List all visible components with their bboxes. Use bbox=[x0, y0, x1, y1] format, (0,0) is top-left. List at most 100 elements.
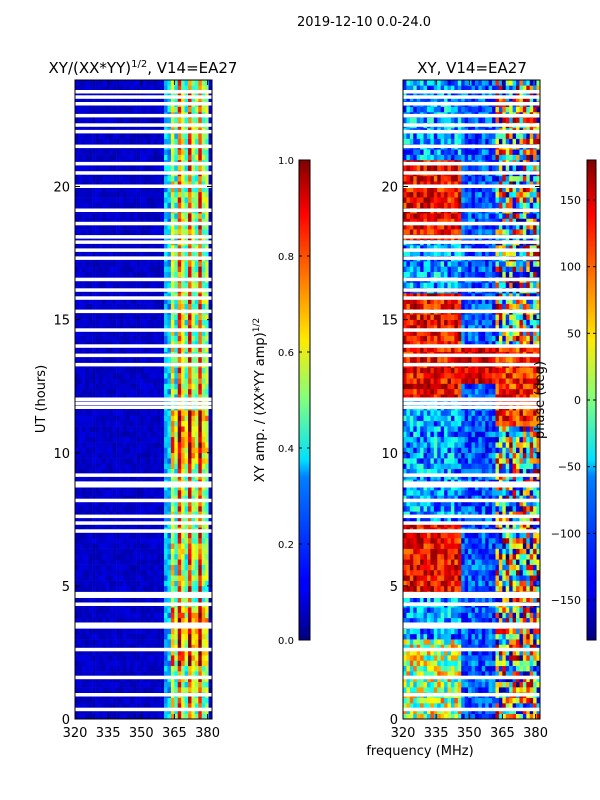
heatmap-cell bbox=[116, 245, 120, 251]
heatmap-cell bbox=[109, 340, 113, 347]
heatmap-cell bbox=[129, 149, 134, 155]
heatmap-cell bbox=[150, 202, 155, 209]
heatmap-cell bbox=[174, 564, 179, 571]
heatmap-cell bbox=[129, 117, 134, 123]
heatmap-cell bbox=[461, 713, 465, 720]
heatmap-cell bbox=[160, 596, 165, 603]
heatmap-cell bbox=[164, 506, 168, 512]
heatmap-cell bbox=[95, 548, 100, 555]
heatmap-cell bbox=[116, 356, 120, 363]
heatmap-cell bbox=[177, 324, 182, 331]
heatmap-cell bbox=[85, 506, 89, 512]
heatmap-cell bbox=[170, 388, 175, 395]
heatmap-cell bbox=[88, 596, 93, 603]
heatmap-cell bbox=[98, 484, 103, 491]
heatmap-cell bbox=[167, 245, 172, 251]
heatmap-cell bbox=[88, 585, 93, 592]
heatmap-cell bbox=[85, 655, 89, 661]
amplitude-title-suffix: , V14=EA27 bbox=[147, 59, 237, 77]
heatmap-cell bbox=[191, 559, 196, 565]
heatmap-cell bbox=[208, 644, 213, 651]
heatmap-cell bbox=[78, 458, 83, 464]
heatmap-cell bbox=[174, 117, 179, 123]
heatmap-cell bbox=[119, 80, 124, 86]
heatmap-cell bbox=[201, 319, 206, 326]
heatmap-cell bbox=[81, 346, 86, 352]
heatmap-cell bbox=[105, 639, 110, 645]
heatmap-cell bbox=[85, 639, 89, 645]
heatmap-cell bbox=[81, 197, 86, 203]
heatmap-cell bbox=[133, 506, 137, 512]
heatmap-cell bbox=[92, 394, 96, 400]
heatmap-cell bbox=[181, 293, 185, 299]
heatmap-cell bbox=[92, 628, 96, 635]
heatmap-cell bbox=[143, 506, 148, 512]
heatmap-cell bbox=[191, 676, 196, 683]
heatmap-cell bbox=[143, 335, 148, 342]
heatmap-cell bbox=[153, 452, 158, 459]
heatmap-cell bbox=[75, 415, 79, 422]
heatmap-cell bbox=[191, 596, 196, 603]
heatmap-cell bbox=[119, 516, 124, 523]
heatmap-cell bbox=[170, 490, 175, 496]
heatmap-cell bbox=[109, 436, 113, 443]
heatmap-cell bbox=[409, 703, 414, 709]
heatmap-cell bbox=[133, 665, 137, 672]
heatmap-cell bbox=[146, 165, 151, 171]
heatmap-cell bbox=[160, 282, 165, 288]
heatmap-cell bbox=[153, 585, 158, 592]
heatmap-cell bbox=[140, 346, 144, 352]
heatmap-cell bbox=[188, 660, 192, 667]
heatmap-cell bbox=[150, 596, 155, 603]
heatmap-cell bbox=[119, 537, 124, 544]
heatmap-cell bbox=[153, 447, 158, 454]
heatmap-cell bbox=[88, 537, 93, 544]
heatmap-cell bbox=[136, 415, 141, 422]
heatmap-cell bbox=[170, 639, 175, 645]
heatmap-cell bbox=[181, 372, 185, 379]
heatmap-cell bbox=[150, 633, 155, 640]
heatmap-cell bbox=[177, 633, 182, 640]
heatmap-cell bbox=[81, 372, 86, 379]
heatmap-cell bbox=[191, 229, 196, 235]
heatmap-cell bbox=[201, 596, 206, 603]
heatmap-cell bbox=[194, 436, 199, 443]
heatmap-cell bbox=[205, 266, 209, 273]
heatmap-cell bbox=[88, 676, 93, 683]
heatmap-cell bbox=[92, 676, 96, 683]
heatmap-cell bbox=[112, 628, 117, 635]
heatmap-cell bbox=[188, 633, 192, 640]
heatmap-cell bbox=[150, 191, 155, 198]
heatmap-cell bbox=[112, 697, 117, 704]
heatmap-cell bbox=[133, 655, 137, 661]
heatmap-cell bbox=[170, 175, 175, 182]
heatmap-cell bbox=[174, 202, 179, 209]
heatmap-cell bbox=[88, 261, 93, 267]
heatmap-cell bbox=[184, 580, 189, 587]
heatmap-cell bbox=[208, 165, 213, 171]
heatmap-cell bbox=[136, 484, 141, 491]
heatmap-cell bbox=[191, 356, 196, 363]
heatmap-cell bbox=[153, 175, 158, 182]
heatmap-cell bbox=[174, 559, 179, 565]
heatmap-cell bbox=[105, 431, 110, 438]
heatmap-cell bbox=[188, 649, 192, 656]
heatmap-cell bbox=[205, 532, 209, 539]
flagged-row bbox=[75, 521, 212, 525]
flagged-row bbox=[75, 397, 212, 401]
heatmap-cell bbox=[170, 106, 175, 113]
heatmap-cell bbox=[157, 410, 161, 416]
heatmap-cell bbox=[146, 149, 151, 155]
heatmap-cell bbox=[112, 484, 117, 491]
heatmap-cell bbox=[208, 266, 213, 273]
heatmap-cell bbox=[170, 484, 175, 491]
heatmap-cell bbox=[98, 80, 103, 86]
heatmap-cell bbox=[95, 537, 100, 544]
heatmap-cell bbox=[133, 250, 137, 257]
heatmap-cell bbox=[102, 612, 107, 619]
heatmap-cell bbox=[109, 426, 113, 432]
heatmap-cell bbox=[167, 186, 172, 193]
heatmap-cell bbox=[105, 394, 110, 400]
heatmap-cell bbox=[78, 106, 83, 113]
heatmap-cell bbox=[170, 181, 175, 187]
